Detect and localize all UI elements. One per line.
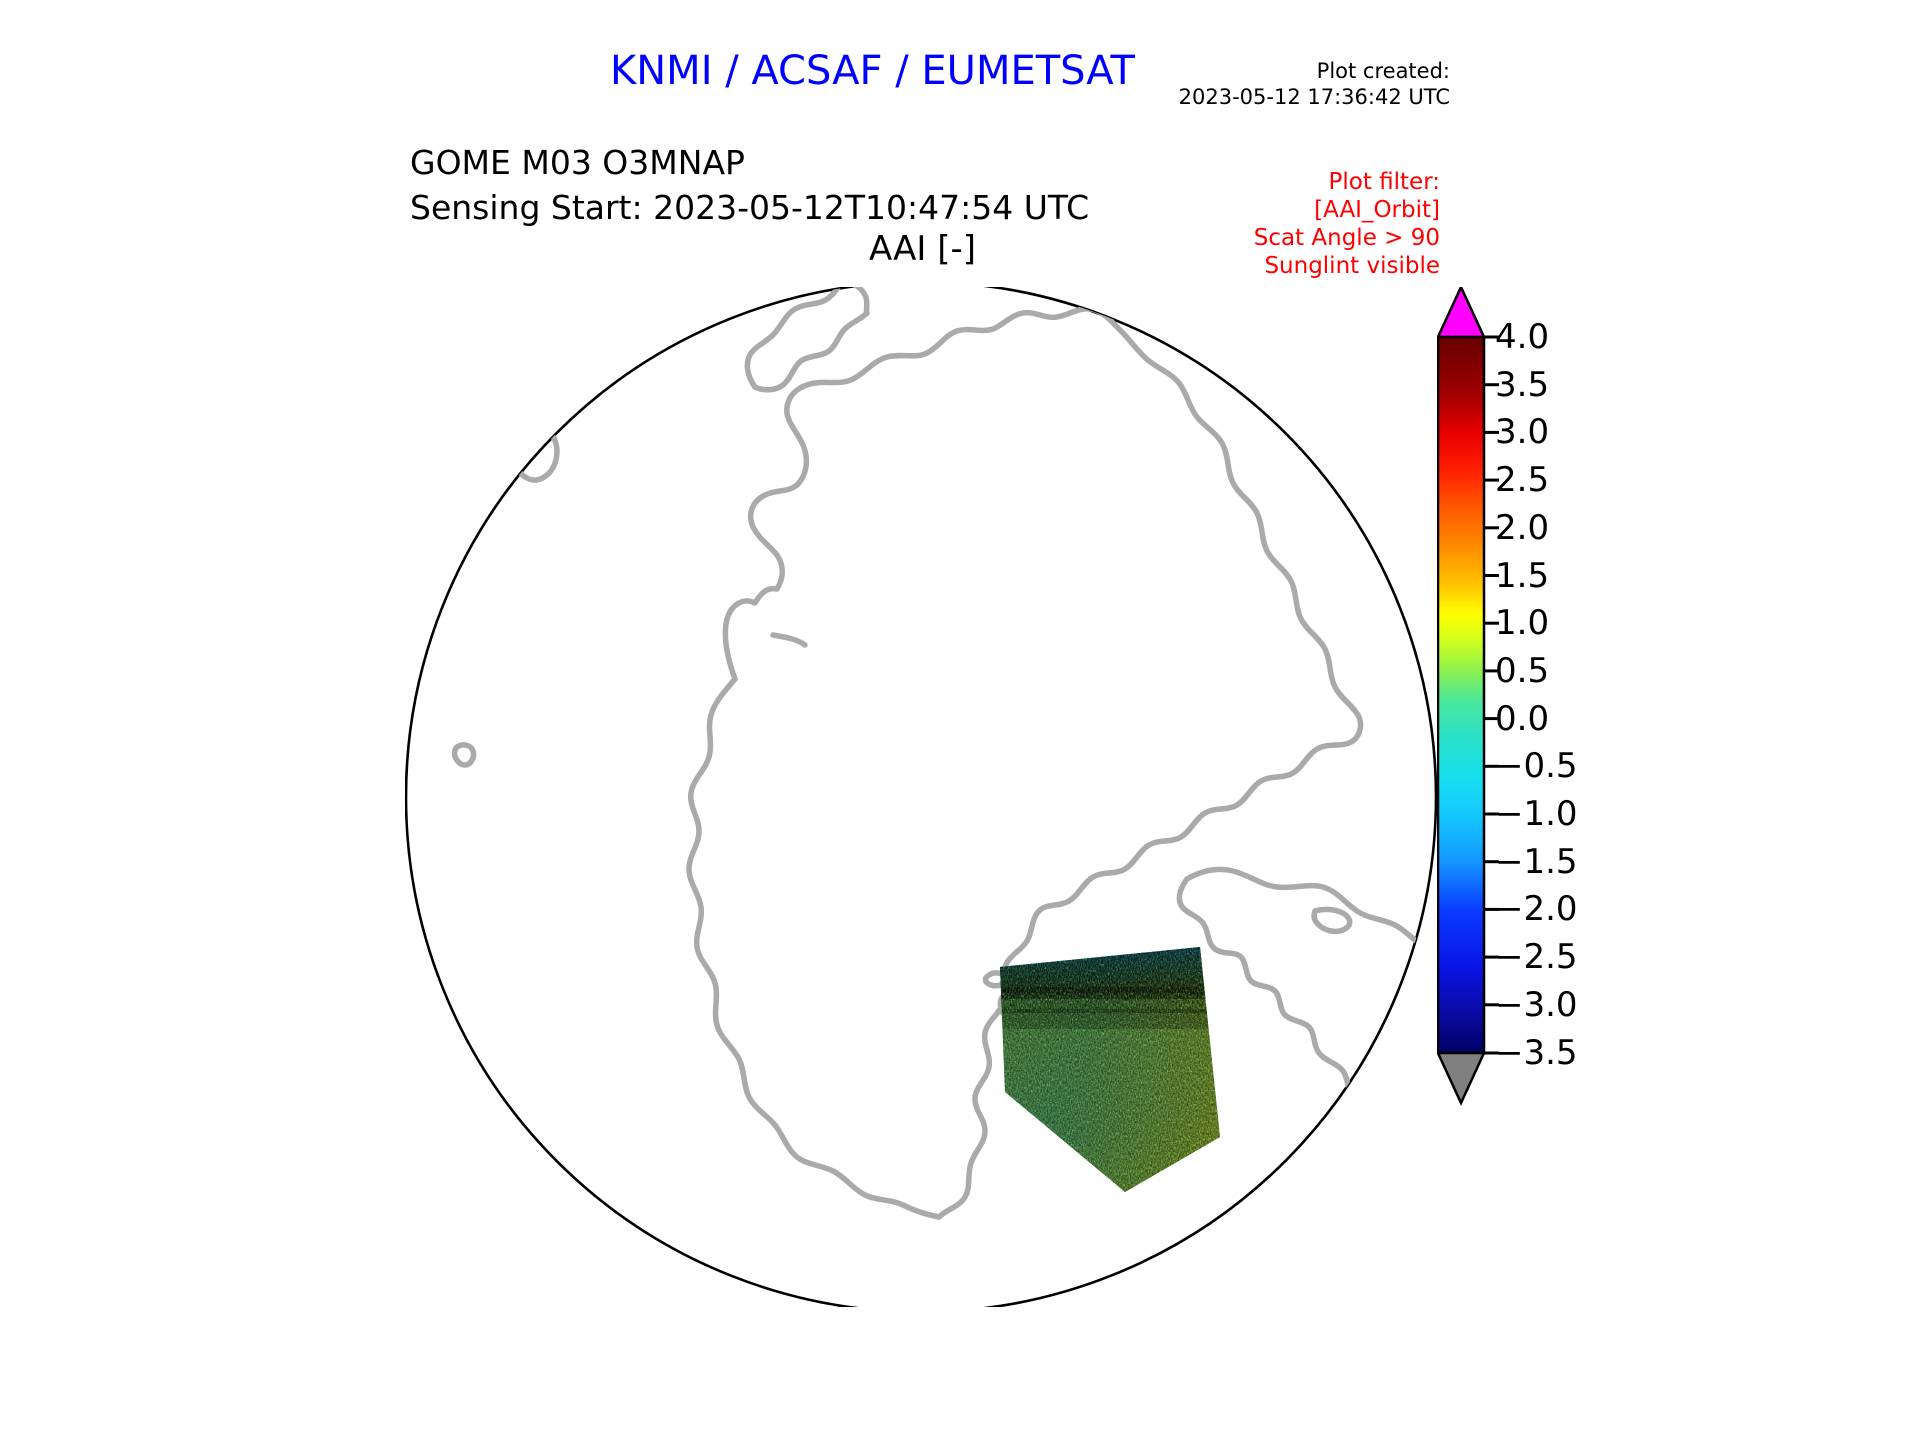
colorbar-tick-label: 0.5 bbox=[1495, 651, 1550, 691]
colorbar-tick-label: 1.0 bbox=[1495, 603, 1550, 643]
coastline-antarctica-west bbox=[686, 676, 942, 1220]
colorbar-tick-label: −2.5 bbox=[1495, 937, 1578, 977]
coastline-antarctica-east bbox=[1066, 714, 1364, 904]
coastline-island-small-1 bbox=[982, 970, 1008, 989]
colorbar-tick-label: 4.0 bbox=[1495, 317, 1550, 357]
coastline-south-america-2 bbox=[1176, 876, 1356, 1102]
plot-filter-orbit: [AAI_Orbit] bbox=[1314, 197, 1440, 223]
colorbar-over-arrow bbox=[1437, 287, 1486, 339]
colorbar: 4.0 3.5 3.0 2.5 2.0 1.5 1.0 0.5 0.0 −0.5… bbox=[1437, 287, 1578, 1307]
coastline-island-kerguelen bbox=[451, 742, 477, 768]
colorbar-gradient bbox=[1437, 335, 1486, 1055]
coastline-antarctic-peninsula bbox=[936, 898, 1072, 1220]
plot-filter-sunglint: Sunglint visible bbox=[1264, 253, 1440, 279]
plot-filter-scat-angle: Scat Angle > 90 bbox=[1253, 225, 1440, 251]
page-title-organisations: KNMI / ACSAF / EUMETSAT bbox=[610, 48, 1135, 94]
sensing-start: Sensing Start: 2023-05-12T10:47:54 UTC bbox=[410, 188, 1090, 227]
colorbar-under-arrow bbox=[1437, 1051, 1486, 1106]
coastline-new-zealand-south bbox=[744, 287, 844, 390]
variable-title: AAI [-] bbox=[868, 229, 977, 269]
colorbar-tick-label: −1.0 bbox=[1495, 794, 1578, 834]
plot-created-value: 2023-05-12 17:36:42 UTC bbox=[1178, 85, 1450, 109]
product-info-block: GOME M03 O3MNAP Sensing Start: 2023-05-1… bbox=[410, 140, 1089, 230]
colorbar-tick-label: −3.5 bbox=[1495, 1033, 1578, 1073]
coastline-new-zealand-north bbox=[838, 287, 870, 316]
colorbar-tick-label: 3.5 bbox=[1495, 365, 1550, 405]
plot-filter-block: Plot filter: [AAI_Orbit] Scat Angle > 90… bbox=[1160, 168, 1440, 280]
colorbar-tick-label: 2.0 bbox=[1495, 508, 1550, 548]
coastline-new-zealand-south-2 bbox=[752, 310, 870, 393]
coastline-australia-clip bbox=[406, 332, 504, 418]
colorbar-tick-label: 3.0 bbox=[1495, 412, 1550, 452]
colorbar-tick-label: −3.0 bbox=[1495, 985, 1578, 1025]
plot-created-label: Plot created: bbox=[1316, 59, 1450, 83]
colorbar-svg bbox=[1437, 287, 1499, 1106]
colorbar-tick-label: −1.5 bbox=[1495, 842, 1578, 882]
polar-map bbox=[405, 287, 1437, 1307]
coastline-ross-inlet bbox=[770, 632, 808, 648]
colorbar-tick-label: 0.0 bbox=[1495, 699, 1550, 739]
colorbar-tick-label: −0.5 bbox=[1495, 746, 1578, 786]
globe-boundary bbox=[405, 287, 1437, 1307]
product-name: GOME M03 O3MNAP bbox=[410, 143, 745, 182]
plot-filter-label: Plot filter: bbox=[1328, 169, 1440, 195]
colorbar-tick-label: −2.0 bbox=[1495, 889, 1578, 929]
colorbar-tick-label: 2.5 bbox=[1495, 460, 1550, 500]
colorbar-tick-label: 1.5 bbox=[1495, 556, 1550, 596]
coastline-south-america bbox=[1184, 866, 1430, 950]
colorbar-ticks bbox=[1484, 335, 1499, 1055]
map-svg bbox=[405, 287, 1437, 1307]
plot-created-block: Plot created: 2023-05-12 17:36:42 UTC bbox=[1100, 58, 1450, 110]
coastline-antarctica bbox=[722, 305, 1362, 720]
coastline-falklands bbox=[1311, 906, 1353, 935]
